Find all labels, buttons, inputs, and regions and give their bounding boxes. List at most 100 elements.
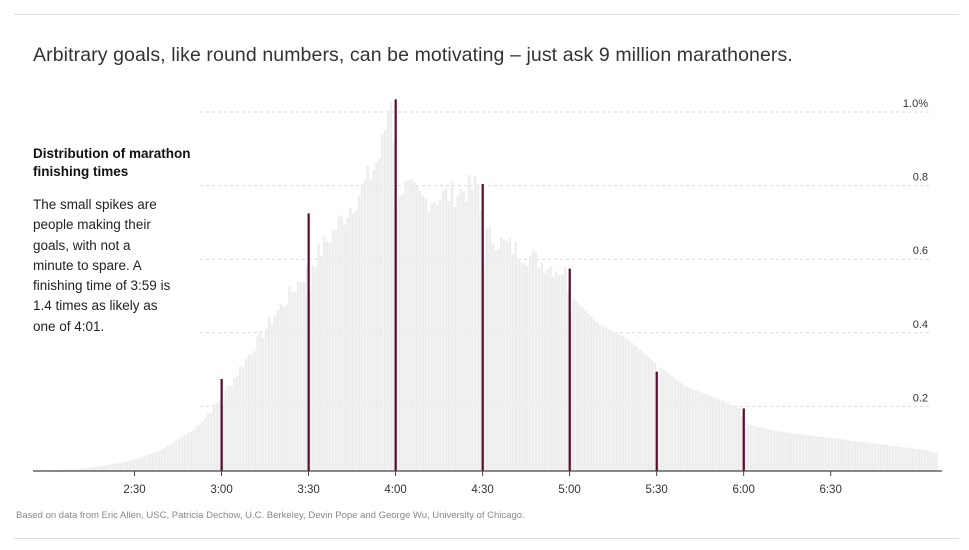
distribution-bar bbox=[108, 464, 111, 471]
distribution-bar bbox=[241, 367, 245, 471]
distribution-bar bbox=[563, 266, 567, 471]
distribution-bar bbox=[752, 425, 755, 471]
distribution-bar bbox=[386, 113, 390, 471]
distribution-bar bbox=[526, 265, 529, 471]
distribution-bar bbox=[221, 405, 225, 471]
distribution-bar bbox=[569, 313, 573, 471]
distribution-bar bbox=[691, 389, 694, 471]
distribution-bar bbox=[874, 443, 877, 471]
distribution-bar bbox=[183, 435, 187, 471]
distribution-bar bbox=[131, 460, 135, 471]
distribution-bar bbox=[636, 347, 639, 471]
distribution-bar bbox=[935, 452, 938, 471]
distribution-bar bbox=[256, 335, 259, 471]
distribution-bar bbox=[505, 241, 509, 471]
distribution-bar bbox=[320, 255, 323, 471]
distribution-bar bbox=[224, 389, 227, 471]
distribution-bar bbox=[865, 442, 868, 471]
distribution-bar bbox=[494, 250, 497, 471]
distribution-bar bbox=[497, 249, 500, 471]
distribution-bar bbox=[821, 436, 825, 471]
distribution-bar bbox=[761, 427, 764, 471]
distribution-bar bbox=[717, 399, 721, 471]
distribution-bar bbox=[589, 316, 593, 471]
distribution-bar bbox=[540, 262, 544, 471]
x-tick-label: 4:30 bbox=[471, 484, 493, 496]
distribution-bar bbox=[372, 169, 375, 471]
distribution-bar bbox=[705, 394, 709, 471]
distribution-bar bbox=[299, 282, 303, 471]
distribution-bar bbox=[555, 271, 558, 471]
distribution-bar bbox=[679, 383, 683, 471]
distribution-bar bbox=[743, 428, 747, 471]
distribution-bar bbox=[908, 448, 912, 471]
distribution-bar bbox=[647, 357, 651, 471]
distribution-bar bbox=[407, 180, 410, 471]
distribution-bar bbox=[302, 281, 306, 471]
distribution-bar bbox=[79, 468, 82, 471]
distribution-bar bbox=[891, 445, 895, 471]
distribution-bar bbox=[230, 386, 233, 471]
distribution-bar bbox=[853, 441, 857, 471]
bottom-rule bbox=[14, 538, 959, 539]
distribution-bar bbox=[720, 400, 723, 471]
distribution-bar bbox=[668, 374, 671, 471]
distribution-bar bbox=[325, 241, 329, 471]
x-tick-label: 4:00 bbox=[384, 484, 406, 496]
distribution-bar bbox=[120, 462, 123, 471]
distribution-bar bbox=[645, 355, 648, 471]
x-tick-label: 3:00 bbox=[210, 484, 232, 496]
distribution-bar bbox=[769, 430, 773, 471]
distribution-bar bbox=[331, 229, 335, 471]
distribution-bar bbox=[117, 462, 120, 471]
distribution-bar bbox=[529, 255, 532, 471]
distribution-bar bbox=[894, 446, 897, 471]
distribution-bar bbox=[479, 210, 483, 471]
distribution-bar bbox=[157, 450, 161, 471]
distribution-bar bbox=[395, 205, 399, 471]
spike-bar-300 bbox=[220, 379, 223, 471]
distribution-bar bbox=[99, 466, 103, 471]
x-tick-label: 5:00 bbox=[558, 484, 580, 496]
distribution-bar bbox=[694, 390, 697, 471]
distribution-bar bbox=[64, 469, 68, 471]
distribution-bar bbox=[178, 438, 181, 471]
distribution-bar bbox=[653, 362, 657, 471]
distribution-bar bbox=[572, 298, 576, 471]
distribution-bar bbox=[911, 448, 915, 471]
x-tick-label: 3:30 bbox=[297, 484, 319, 496]
distribution-bar bbox=[755, 426, 758, 471]
distribution-bar bbox=[465, 201, 468, 471]
distribution-bar bbox=[436, 205, 439, 471]
distribution-bar bbox=[766, 429, 770, 471]
distribution-bar bbox=[871, 443, 874, 471]
distribution-bar bbox=[421, 195, 425, 472]
distribution-bar bbox=[508, 238, 512, 471]
distribution-bar bbox=[430, 203, 433, 471]
distribution-bar bbox=[67, 469, 71, 471]
distribution-bar bbox=[375, 162, 378, 471]
distribution-bar bbox=[291, 291, 294, 471]
distribution-bar bbox=[143, 456, 146, 471]
distribution-bar bbox=[323, 236, 326, 471]
distribution-bar bbox=[137, 458, 140, 471]
distribution-bar bbox=[633, 344, 636, 471]
distribution-bar bbox=[502, 239, 506, 471]
distribution-bar bbox=[595, 322, 599, 471]
distribution-bar bbox=[877, 443, 880, 471]
distribution-bar bbox=[111, 464, 114, 471]
distribution-bar bbox=[314, 267, 317, 471]
distribution-bar bbox=[656, 375, 660, 471]
distribution-bar bbox=[476, 183, 480, 471]
x-tick-label: 6:30 bbox=[819, 484, 841, 496]
distribution-bar bbox=[149, 453, 152, 471]
distribution-bar bbox=[93, 466, 97, 471]
distribution-bar bbox=[227, 385, 230, 471]
distribution-bar bbox=[433, 201, 436, 471]
distribution-bar bbox=[296, 282, 300, 471]
distribution-bar bbox=[250, 353, 254, 471]
distribution-bar bbox=[688, 388, 692, 471]
distribution-bar bbox=[801, 434, 805, 471]
distribution-bar bbox=[662, 369, 665, 471]
distribution-bar bbox=[180, 436, 184, 471]
